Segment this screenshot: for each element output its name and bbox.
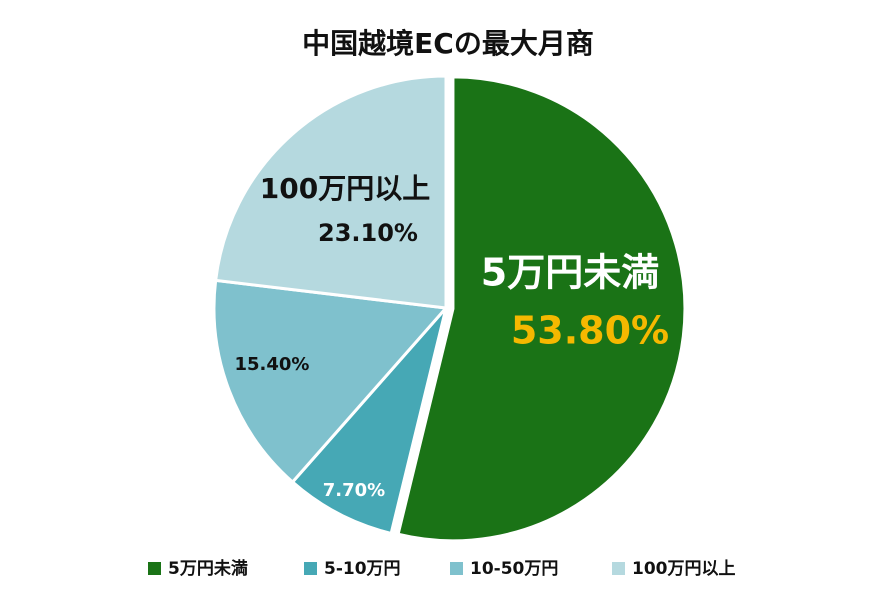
- slice-value-label: 23.10%: [318, 219, 418, 247]
- slice-value-label: 7.70%: [323, 480, 385, 501]
- legend-swatch: [304, 562, 317, 575]
- slice-category-label: 100万円以上: [260, 172, 430, 205]
- pie-slice: [396, 75, 687, 543]
- legend-label: 5万円未満: [168, 558, 248, 579]
- legend-swatch: [450, 562, 463, 575]
- legend-label: 5-10万円: [324, 559, 401, 579]
- slice-value-label: 53.80%: [511, 309, 669, 353]
- legend-swatch: [148, 562, 161, 575]
- slice-value-label: 15.40%: [235, 354, 310, 375]
- pie-slice: [290, 307, 448, 536]
- pie-slice: [212, 278, 450, 485]
- chart-title: 中国越境ECの最大月商: [302, 27, 594, 60]
- pie-slice: [213, 74, 448, 310]
- legend-swatch: [612, 562, 625, 575]
- legend-label: 10-50万円: [470, 559, 558, 579]
- legend-label: 100万円以上: [632, 559, 736, 579]
- slice-category-label: 5万円未満: [481, 251, 659, 295]
